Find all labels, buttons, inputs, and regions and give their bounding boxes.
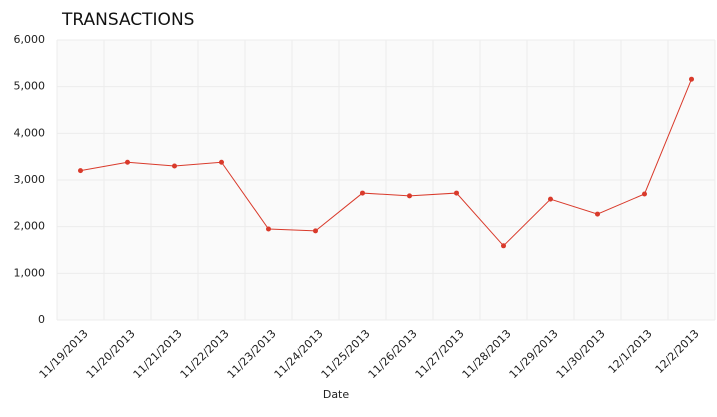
x-tick-label: 11/20/2013 (84, 327, 138, 381)
y-tick-label: 6,000 (14, 33, 46, 46)
data-point (125, 159, 130, 165)
data-point (407, 193, 412, 199)
x-tick-label: 11/28/2013 (460, 327, 514, 381)
y-tick-label: 0 (38, 313, 45, 326)
x-tick-label: 12/2/2013 (653, 327, 702, 376)
data-point (454, 190, 459, 196)
y-tick-label: 5,000 (14, 80, 46, 93)
data-point (313, 228, 318, 234)
data-point (219, 159, 224, 165)
data-point (266, 226, 271, 232)
series-line (80, 79, 692, 247)
data-point (78, 168, 83, 174)
y-tick-label: 3,000 (14, 173, 46, 186)
data-point (548, 196, 553, 202)
data-point (172, 163, 177, 169)
data-point (689, 76, 694, 82)
x-tick-label: 11/22/2013 (178, 327, 232, 381)
data-point (642, 191, 647, 197)
x-tick-label: 11/19/2013 (37, 327, 91, 381)
x-tick-label: 11/27/2013 (413, 327, 467, 381)
chart-title: TRANSACTIONS (61, 10, 194, 30)
data-point (501, 243, 506, 249)
x-tick-label: 11/24/2013 (272, 327, 326, 381)
y-tick-label: 1,000 (14, 266, 46, 279)
x-axis-label: Date (323, 388, 350, 401)
y-tick-label: 4,000 (14, 126, 46, 139)
data-point (360, 190, 365, 196)
y-tick-label: 2,000 (14, 220, 46, 233)
data-point (595, 211, 600, 217)
x-tick-label: 11/30/2013 (554, 327, 608, 381)
x-tick-label: 11/25/2013 (319, 327, 373, 381)
x-tick-label: 11/26/2013 (366, 327, 420, 381)
x-tick-label: 12/1/2013 (606, 327, 655, 376)
x-tick-label: 11/23/2013 (225, 327, 279, 381)
x-tick-label: 11/21/2013 (131, 327, 185, 381)
x-tick-label: 11/29/2013 (507, 327, 561, 381)
